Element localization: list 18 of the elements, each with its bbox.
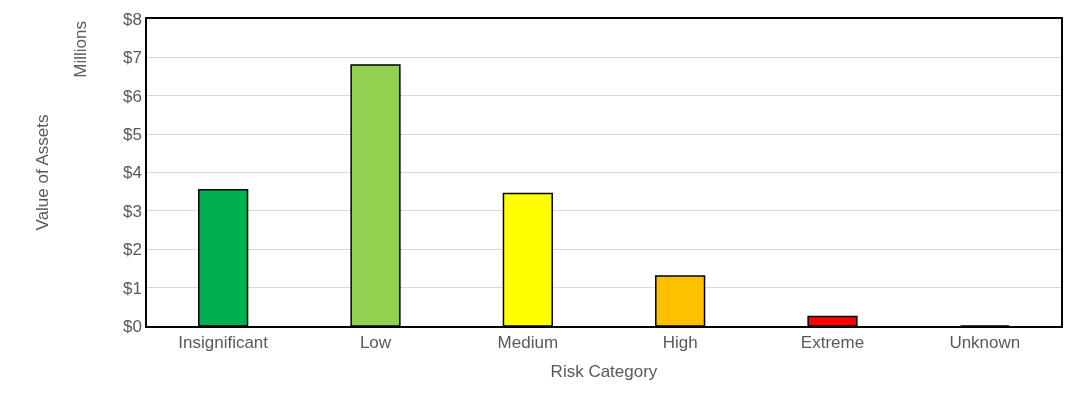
x-tick-label: High bbox=[662, 333, 698, 353]
y-tick-label: $0 bbox=[122, 316, 142, 336]
x-tick-label: Unknown bbox=[949, 333, 1021, 353]
text: Millions bbox=[70, 21, 90, 78]
y-axis-title: Value of Assets bbox=[32, 114, 52, 231]
y-tick-label: $7 bbox=[122, 48, 142, 68]
x-tick-label: Medium bbox=[497, 333, 559, 353]
y-tick-label: $4 bbox=[122, 163, 142, 183]
x-tick-label: Insignificant bbox=[178, 333, 269, 353]
y-tick-label: $1 bbox=[122, 278, 142, 298]
y-tick-label: $3 bbox=[122, 201, 142, 221]
y-tick-label: $2 bbox=[122, 240, 142, 260]
y-tick-label: $6 bbox=[122, 86, 142, 106]
y-tick-label: $5 bbox=[122, 125, 142, 145]
x-tick-label: Low bbox=[359, 333, 392, 353]
x-axis-title: Risk Category bbox=[550, 362, 658, 382]
y-tick-label: $8 bbox=[122, 9, 142, 29]
x-tick-label: Extreme bbox=[800, 333, 865, 353]
